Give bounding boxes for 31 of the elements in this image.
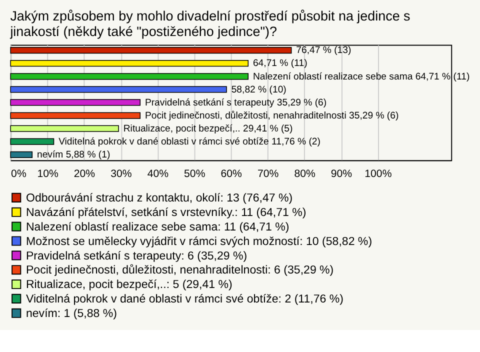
x-tick-label: 30% [110, 168, 132, 180]
data-label: Pravidelná setkání s terapeuty 35,29 % (6) [144, 97, 327, 108]
legend-label: nevím: 1 (5,88 %) [26, 308, 118, 320]
x-tick-label: 60% [220, 168, 243, 180]
legend-label: Viditelná pokrok v dané oblasti v rámci své obtíže: 2 (11,76 %) [26, 294, 344, 306]
legend-label: Pravidelná setkání s terapeuty: 6 (35,29 %) [26, 250, 248, 262]
x-tick-label: 40% [147, 168, 170, 180]
data-label: Nalezení oblastí realizace sebe sama 64,71 % (11) [252, 71, 470, 82]
x-tick-label: 0% [11, 168, 27, 180]
data-label: 76,47 % (13) [296, 45, 352, 56]
data-label: nevím 5,88 % (1) [36, 150, 110, 161]
legend-label: Odbourávání strachu z kontaktu, okolí: 13 (76,47 %) [26, 192, 293, 205]
legend-label: Nalezení oblastí realizace sebe sama: 11 (64,71 %) [26, 221, 290, 234]
data-label: Viditelná pokrok v dané oblasti v rámci své obtíže 11,76 % (2) [58, 136, 320, 148]
x-tick-label: 50% [184, 168, 206, 180]
data-label: 64,71 % (11) [252, 58, 308, 70]
text: jinakostí (někdy také "postiženého jedince")? [10, 24, 278, 40]
x-tick-label: 20% [74, 168, 96, 180]
x-tick-label: 100% [364, 168, 392, 180]
x-tick-label: 90% [330, 168, 353, 180]
x-tick-label: 10% [37, 168, 59, 180]
data-label: Ritualizace, pocit bezpečí,.. 29,41 % (5) [123, 123, 293, 134]
data-label: Pocit jedinečnosti, důležitosti, nenahraditelnosti 35,29 % (6) [144, 110, 399, 122]
legend-label: Navázání přátelství, setkání s vrstevníky.: 11 (64,71 %) [26, 206, 306, 219]
x-tick-label: 80% [294, 168, 316, 180]
legend-label: Ritualizace, pocit bezpečí,..: 5 (29,41 %) [26, 279, 233, 292]
data-label: 58,82 % (10) [231, 84, 286, 96]
text: Jakým způsobem by mohlo divadelní prostředí působit na jedince s [10, 8, 410, 24]
x-tick-label: 70% [257, 168, 280, 180]
legend-label: Možnost se umělecky vyjádřit v rámci svých možností: 10 (58,82 %) [26, 236, 372, 248]
legend-label: Pocit jedinečnosti, důležitosti, nenahraditelnosti: 6 (35,29 %) [26, 264, 334, 277]
